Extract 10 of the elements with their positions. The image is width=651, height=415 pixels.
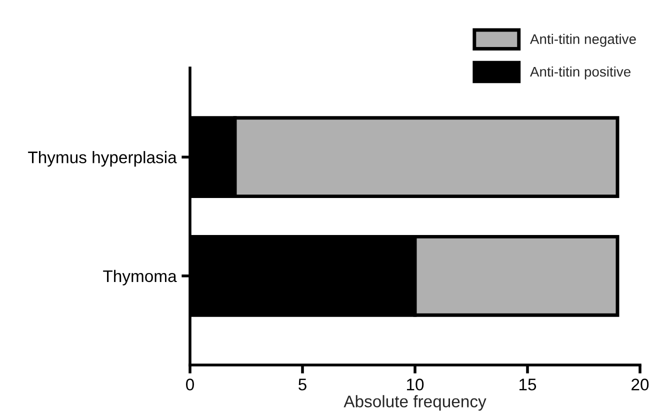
x-tick-label: 15: [520, 378, 536, 390]
legend-label: Anti-titin negative: [530, 34, 636, 47]
x-tick-label: 5: [298, 378, 306, 390]
x-tick-label: 10: [407, 378, 424, 390]
x-tick-label: 0: [186, 378, 194, 390]
legend-label: Anti-titin positive: [530, 66, 630, 80]
x-axis-title: Absolute frequency: [344, 395, 486, 411]
y-tick-label: Thymoma: [103, 270, 177, 286]
x-tick-label: 20: [632, 378, 649, 390]
y-tick-label: Thymus hyperplasia: [28, 151, 177, 167]
